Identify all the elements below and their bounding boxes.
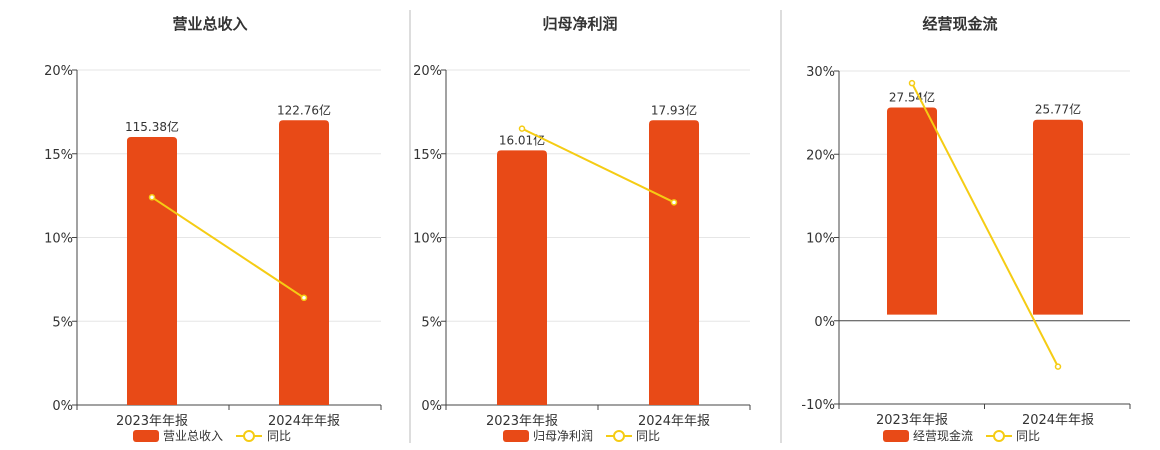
bar [649,120,699,405]
yoy-line [911,82,1059,368]
bar-data-label: 17.93亿 [651,102,697,117]
y-tick-label: 0% [421,399,442,414]
y-tick-label: 20% [44,64,73,79]
bar-data-label: 115.38亿 [125,119,179,134]
yoy-point [1054,363,1062,370]
chart-title: 归母净利润 [542,15,617,33]
x-tick-label: 2023年年报 [116,414,188,429]
legend-line-label: 同比 [267,429,291,443]
legend-bar-label: 归母净利润 [533,429,593,443]
yoy-point [670,199,678,206]
chart-title: 营业总收入 [172,15,247,33]
bar [497,150,547,405]
x-tick-label: 2024年年报 [268,414,340,429]
bar-data-label: 27.54亿 [889,90,935,105]
y-tick-label: -10% [801,398,835,413]
yoy-point [148,194,156,201]
yoy-point [908,79,916,87]
legend-line-marker [243,430,255,442]
bar [1033,119,1083,315]
bar [279,120,329,405]
y-tick-label: 10% [413,232,442,247]
chart-panel-3: 经营现金流 -10% 0% 10% 20% 30% 2023年年报 2024年年报 27.54亿… [780,10,1131,443]
bar-data-label: 25.77亿 [1035,102,1081,117]
legend-bar-label: 营业总收入 [163,429,223,443]
chart-title: 经营现金流 [922,15,997,33]
y-tick-label: 5% [421,315,442,330]
y-tick-label: 10% [806,232,835,247]
y-tick-label: 0% [814,315,835,330]
bar [127,137,177,405]
legend-line-label: 同比 [1016,429,1040,443]
x-tick-label: 2024年年报 [638,414,710,429]
x-tick-label: 2023年年报 [486,414,558,429]
bar-data-label: 16.01亿 [499,132,545,147]
y-tick-label: 15% [44,148,73,163]
y-tick-label: 5% [52,315,73,330]
y-tick-label: 30% [806,65,835,80]
legend-line-marker [613,430,625,442]
legend-bar-swatch [133,430,159,442]
chart-panel-1: 营业总收入 0% 5% 10% 15% 20% 2023年年报 2024年年报 115.38亿 1… [44,15,382,443]
legend-bar-swatch [883,430,909,442]
bar-data-label: 122.76亿 [277,102,331,117]
yoy-point [518,125,526,132]
y-tick-label: 15% [413,148,442,163]
yoy-line [151,196,305,299]
chart-panel-2: 归母净利润 0% 5% 10% 15% 20% 2023年年报 2024年年报 16.01亿 17… [409,10,751,443]
yoy-point [300,294,308,302]
x-tick-label: 2023年年报 [876,413,948,428]
y-tick-label: 20% [806,148,835,163]
yoy-line [521,127,675,204]
bar [887,107,937,315]
legend-line-marker [993,430,1005,442]
legend-bar-label: 经营现金流 [913,428,973,443]
x-tick-label: 2024年年报 [1022,413,1094,428]
legend-line-label: 同比 [636,429,660,443]
y-tick-label: 10% [44,232,73,247]
legend-bar-swatch [503,430,529,442]
y-tick-label: 0% [52,399,73,414]
y-tick-label: 20% [413,64,442,79]
